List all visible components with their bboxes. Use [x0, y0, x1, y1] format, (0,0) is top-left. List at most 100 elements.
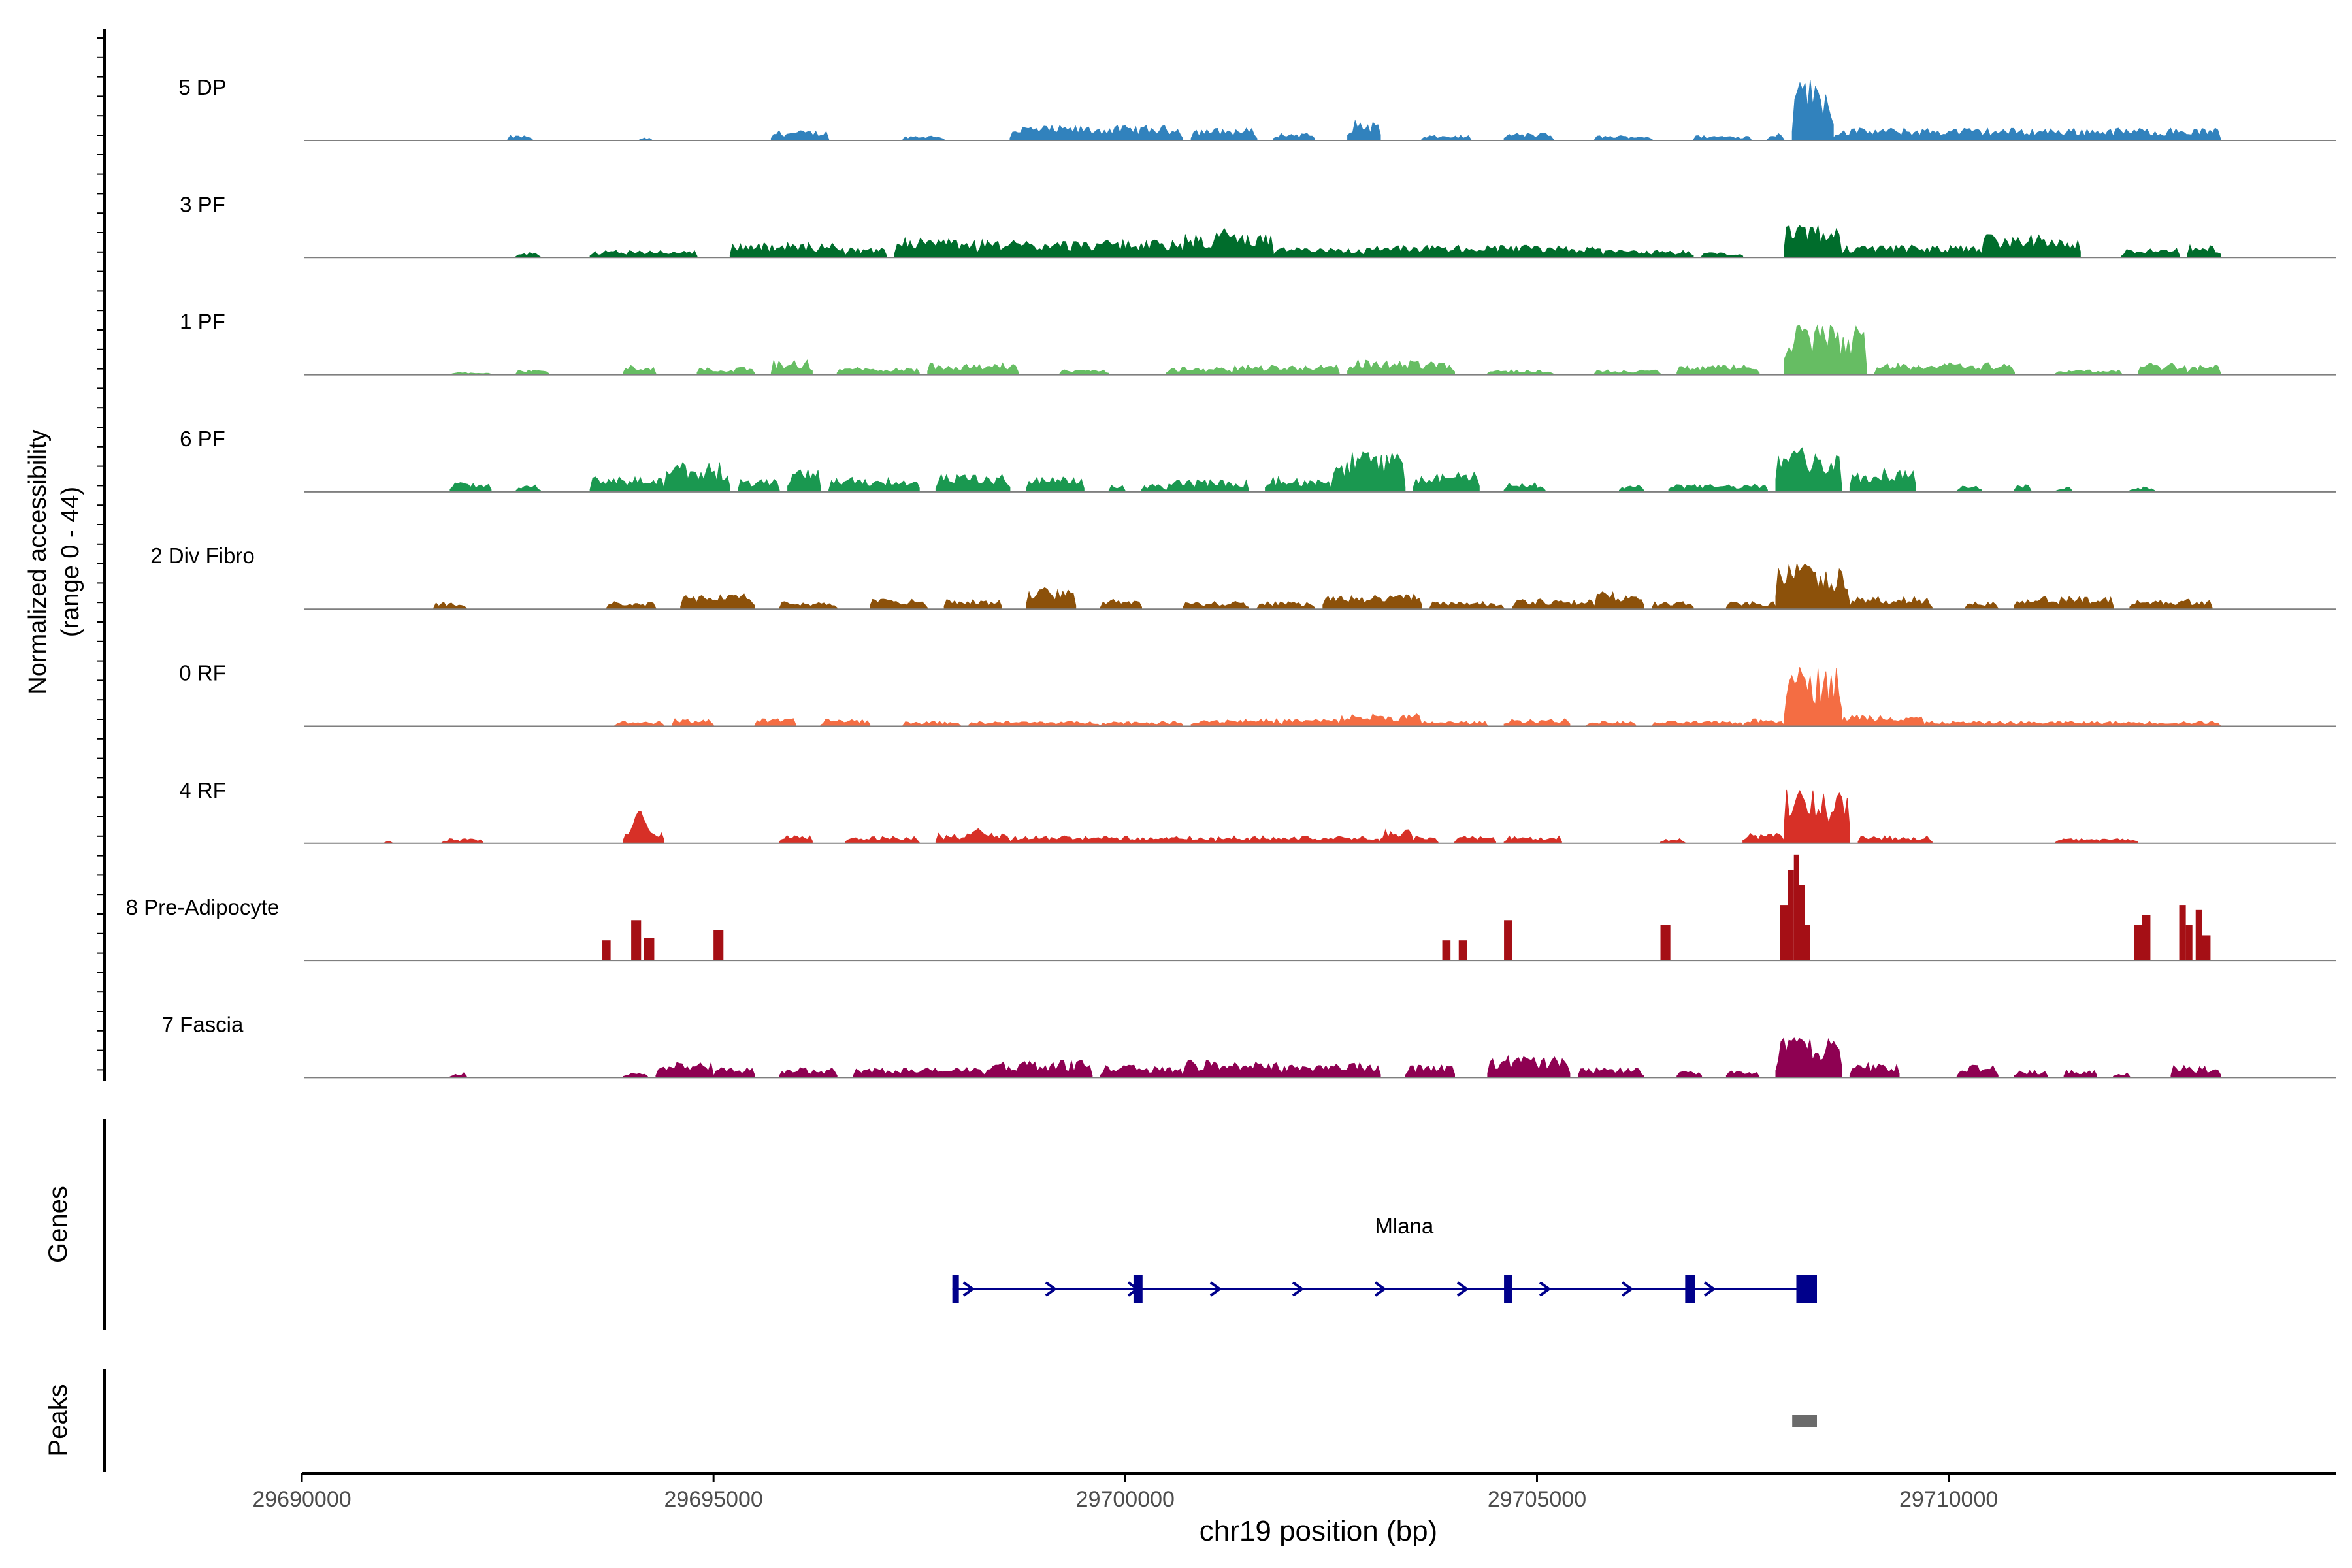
coverage-bar	[2202, 935, 2211, 961]
coverage-area	[1281, 1062, 1381, 1078]
coverage-area	[754, 718, 796, 727]
gene-mlana: Mlana	[952, 1214, 1817, 1303]
coverage-area	[2014, 595, 2114, 610]
track-label: 0 RF	[179, 661, 226, 685]
track-6-pf: 6 PF	[180, 427, 2336, 493]
coverage-bar	[1788, 870, 1794, 961]
track-label: 4 RF	[179, 778, 226, 802]
coverage-area	[770, 130, 830, 141]
coverage-area	[1380, 828, 1414, 844]
coverage-area	[1594, 591, 1644, 610]
coverage-area	[1339, 713, 1422, 727]
coverage-area	[977, 238, 1183, 258]
coverage-area	[623, 811, 664, 844]
coverage-area	[680, 593, 755, 610]
coverage-bar	[2195, 909, 2202, 961]
coverage-area	[1273, 247, 1365, 258]
coverage-area	[1009, 125, 1183, 141]
x-tick-label: 29690000	[252, 1487, 351, 1512]
coverage-area	[623, 1073, 648, 1078]
coverage-area	[729, 242, 846, 258]
coverage-area	[894, 237, 977, 258]
track-label: 2 Div Fibro	[150, 544, 255, 568]
coverage-area	[1183, 227, 1274, 258]
x-axis-label: chr19 position (bp)	[1200, 1515, 1437, 1547]
coverage-area	[927, 362, 1019, 376]
coverage-area	[1784, 225, 1842, 258]
coverage-area	[787, 468, 821, 493]
strand-arrow	[1621, 1281, 1634, 1297]
coverage-area	[664, 462, 730, 493]
gene-exon	[1685, 1275, 1695, 1303]
coverage-area	[2014, 1070, 2048, 1078]
coverage-bar	[631, 920, 642, 961]
coverage-area	[441, 838, 483, 844]
coverage-area	[1791, 80, 1834, 141]
gene-models: Mlana	[952, 1214, 1817, 1303]
coverage-area	[1857, 835, 1933, 844]
x-tick-label: 29695000	[664, 1487, 763, 1512]
coverage-area	[1503, 718, 1571, 727]
gene-label: Mlana	[1375, 1214, 1434, 1238]
coverage-area	[2014, 484, 2032, 493]
coverage-area	[1421, 721, 1488, 727]
coverage-area	[1166, 479, 1249, 493]
coverage-area	[1487, 1054, 1571, 1078]
coverage-area	[589, 250, 698, 258]
track-8-pre-adipocyte: 8 Pre-Adipocyte	[126, 854, 2336, 962]
coverage-bar	[2134, 925, 2142, 961]
coverage-area	[1265, 476, 1331, 493]
coverage-area	[2121, 248, 2180, 258]
coverage-area	[1693, 135, 1752, 141]
coverage-area	[1676, 1070, 1703, 1078]
coverage-area	[2187, 365, 2221, 376]
coverage-bar	[2185, 925, 2193, 961]
coverage-area	[2055, 838, 2138, 844]
coverage-area	[589, 476, 664, 493]
coverage-area	[696, 367, 755, 376]
coverage-area	[820, 719, 871, 727]
coverage-area	[1487, 369, 1554, 376]
coverage-bar	[713, 930, 724, 961]
x-tick-label: 29710000	[1899, 1487, 1998, 1512]
gene-exon	[1796, 1275, 1817, 1303]
coverage-area	[2187, 244, 2221, 258]
coverage-area	[2170, 1064, 2221, 1078]
strand-arrow	[1539, 1281, 1552, 1297]
track-1-pf: 1 PF	[180, 310, 2336, 376]
coverage-area	[1503, 482, 1546, 493]
coverage-area	[2129, 598, 2213, 610]
coverage-area	[1594, 369, 1661, 376]
strand-arrow	[1374, 1281, 1387, 1297]
coverage-area	[1841, 714, 1925, 727]
coverage-area	[1215, 835, 1381, 844]
coverage-area	[985, 1060, 1093, 1078]
coverage-area	[1347, 359, 1455, 376]
coverage-area	[1619, 484, 1644, 493]
peaks-y-axis-label: Peaks	[44, 1384, 73, 1456]
x-axis-ticks: 29690000 29695000 29700000 29705000 29710000	[252, 1473, 1998, 1512]
coverage-area	[1833, 127, 2221, 141]
coverage-area	[902, 135, 945, 141]
coverage-area	[433, 601, 467, 610]
coverage-area	[1273, 133, 1315, 141]
coverage-bar	[2179, 905, 2186, 961]
track-0-rf: 0 RF	[179, 661, 2336, 727]
coverage-area	[1190, 127, 1258, 141]
track-label: 6 PF	[180, 427, 225, 451]
coverage-area	[1586, 721, 1637, 727]
coverage-area	[1100, 598, 1142, 610]
coverage-bar	[644, 938, 655, 961]
coverage-area	[1183, 600, 1249, 610]
coverage-area	[779, 1067, 838, 1078]
coverage-area	[1166, 367, 1233, 376]
coverage-area	[1100, 1064, 1183, 1078]
coverage-area	[853, 1067, 986, 1078]
coverage-bar	[1660, 925, 1671, 961]
coverage-area	[2063, 1069, 2097, 1078]
coverage-area	[1725, 600, 1776, 610]
coverage-area	[1849, 1062, 1900, 1078]
coverage-area	[2138, 362, 2188, 376]
coverage-area	[1775, 1037, 1842, 1078]
coverage-area	[1100, 721, 1183, 727]
